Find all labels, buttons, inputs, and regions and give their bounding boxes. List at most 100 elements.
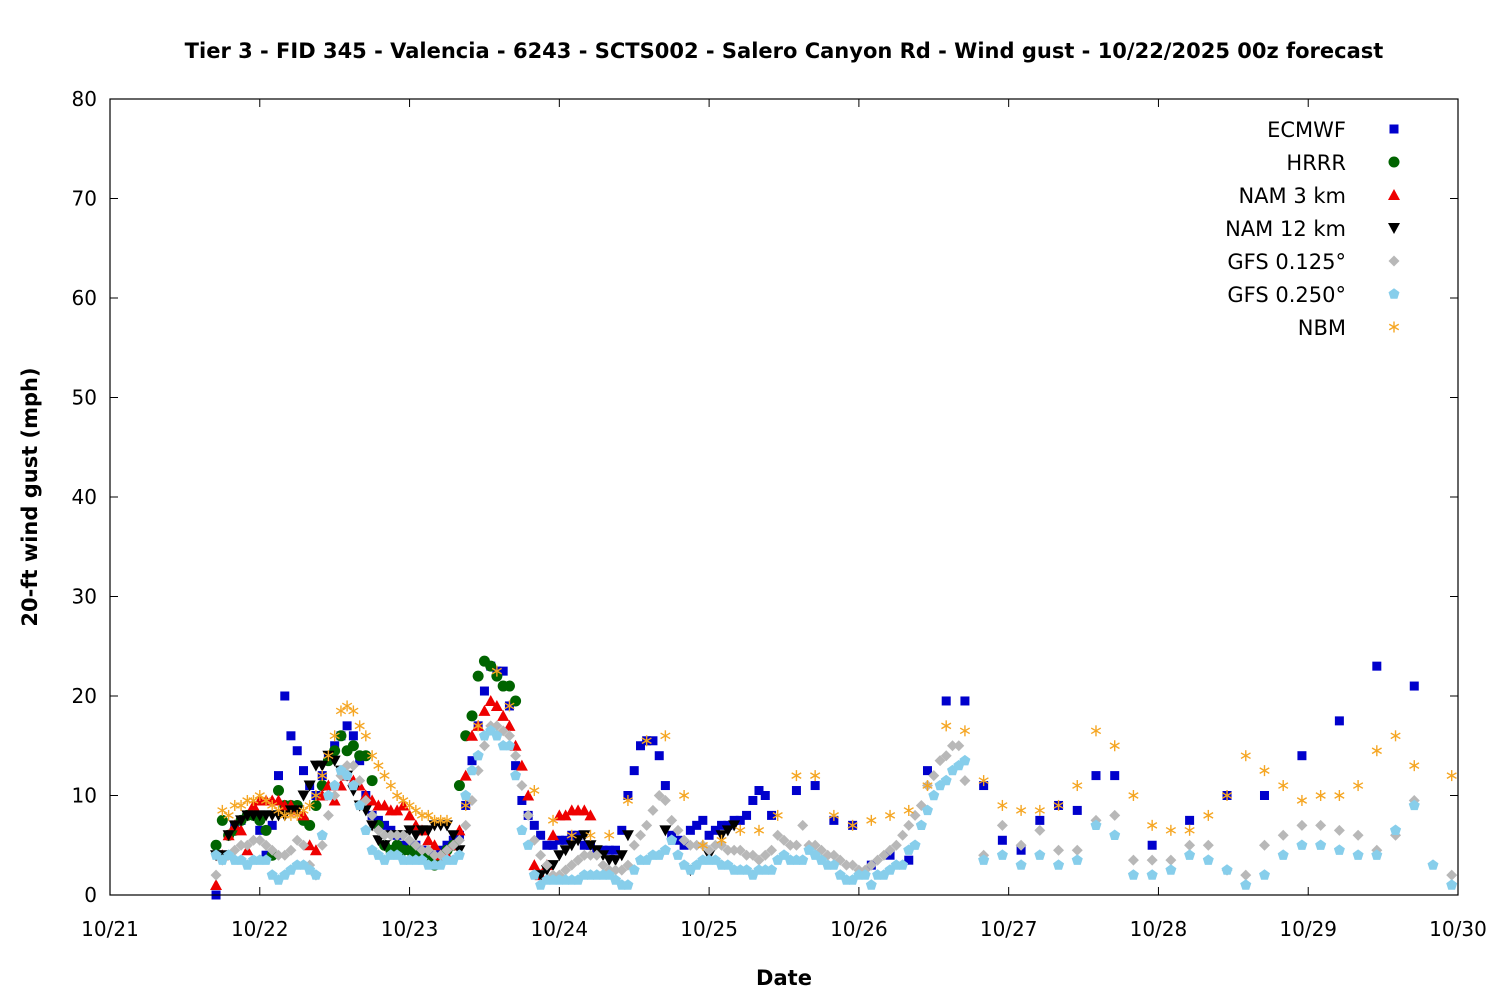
data-point-nbm	[1390, 730, 1401, 742]
data-point-gfs-0-125	[928, 770, 940, 782]
legend-label-hrrr: HRRR	[1286, 151, 1346, 175]
data-point-gfs-0-250	[316, 829, 328, 840]
data-point-nbm	[1371, 745, 1382, 757]
data-point-nbm	[229, 799, 240, 811]
data-point-gfs-0-125	[865, 859, 877, 871]
data-point-gfs-0-250	[865, 879, 877, 890]
data-point-gfs-0-125	[884, 844, 896, 856]
data-point-gfs-0-125	[366, 809, 378, 821]
data-point-nam-3-km	[522, 789, 535, 801]
data-point-nam-3-km	[484, 694, 497, 706]
data-point-gfs-0-250	[516, 824, 528, 835]
data-point-nam-12-km	[615, 850, 628, 862]
data-point-gfs-0-250	[940, 774, 952, 786]
data-point-ecmwf	[498, 666, 508, 676]
y-tick-label: 40	[72, 485, 97, 509]
data-point-gfs-0-250	[978, 854, 990, 865]
data-point-gfs-0-125	[1165, 854, 1177, 866]
data-point-nbm	[1221, 790, 1233, 801]
data-point-nbm	[1203, 809, 1214, 821]
data-point-nbm	[398, 794, 409, 806]
data-point-nbm	[997, 799, 1008, 811]
data-point-nbm	[248, 794, 259, 806]
data-point-gfs-0-125	[684, 839, 696, 851]
data-point-nam-3-km	[515, 759, 528, 771]
data-point-gfs-0-125	[291, 834, 303, 846]
data-point-gfs-0-125	[1277, 829, 1289, 841]
data-point-ecmwf	[904, 855, 914, 865]
data-point-nbm	[547, 814, 559, 826]
data-point-gfs-0-250	[1240, 879, 1252, 890]
data-point-ecmwf	[255, 825, 265, 835]
data-point-ecmwf	[791, 786, 801, 796]
data-point-nbm	[1034, 804, 1045, 816]
data-point-gfs-0-125	[747, 849, 759, 861]
data-point-gfs-0-125	[940, 750, 952, 762]
data-point-nam-12-km	[584, 840, 597, 852]
data-point-nbm	[1240, 750, 1251, 762]
data-point-gfs-0-250	[322, 789, 334, 801]
data-point-gfs-0-250	[959, 754, 971, 766]
data-point-gfs-0-125	[1352, 829, 1364, 841]
data-point-nbm	[978, 775, 989, 787]
data-point-gfs-0-125	[572, 854, 584, 866]
data-point-nbm	[1147, 819, 1158, 831]
data-point-ecmwf	[710, 825, 720, 835]
data-point-nam-12-km	[409, 830, 422, 842]
x-axis: 10/21 10/22 10/23 10/24 10/25 10/26 10/27 10/28…	[81, 99, 1487, 941]
data-point-nam-12-km	[422, 825, 435, 837]
data-point-nam-12-km	[235, 815, 248, 827]
data-point-gfs-0-125	[1127, 854, 1139, 866]
data-point-gfs-0-125	[1053, 844, 1065, 856]
data-point-ecmwf	[1409, 681, 1419, 691]
data-point-ecmwf	[704, 830, 714, 840]
data-point-nbm	[348, 705, 359, 717]
data-point-gfs-0-125	[266, 844, 278, 856]
data-point-nbm	[884, 809, 896, 821]
data-point-gfs-0-125	[404, 834, 416, 846]
data-point-gfs-0-125	[1333, 824, 1345, 836]
data-point-gfs-0-125	[666, 814, 678, 826]
data-point-gfs-0-125	[641, 819, 653, 831]
data-point-ecmwf	[673, 835, 683, 845]
data-point-gfs-0-125	[591, 849, 603, 861]
data-point-nam-3-km	[366, 794, 379, 806]
data-point-ecmwf	[1110, 771, 1120, 781]
data-point-ecmwf	[717, 820, 727, 830]
legend-label-gfs-0-250: GFS 0.250°	[1227, 283, 1346, 307]
legend-marker-hrrr	[1388, 156, 1400, 168]
data-point-gfs-0-125	[241, 839, 253, 851]
data-point-nam-12-km	[403, 825, 416, 837]
legend-label-nam-12-km: NAM 12 km	[1225, 217, 1346, 241]
x-tick-label: 10/24	[531, 917, 589, 941]
data-point-nam-3-km	[490, 699, 503, 711]
data-point-ecmwf	[760, 791, 770, 800]
data-point-gfs-0-125	[890, 839, 902, 851]
data-point-gfs-0-125	[279, 849, 291, 861]
data-point-gfs-0-125	[797, 819, 809, 831]
y-tick-label: 80	[72, 87, 97, 111]
legend-marker-nbm	[1388, 321, 1400, 333]
data-point-nbm	[941, 720, 952, 732]
data-point-gfs-0-250	[922, 804, 933, 816]
data-point-gfs-0-125	[516, 780, 528, 792]
data-point-gfs-0-125	[422, 844, 434, 856]
data-point-gfs-0-250	[341, 769, 353, 781]
data-point-gfs-0-125	[566, 859, 578, 871]
data-point-gfs-0-125	[273, 849, 284, 861]
x-axis-label: Date	[756, 966, 812, 990]
legend-marker-nam-12-km	[1388, 223, 1400, 234]
data-point-hrrr	[273, 785, 284, 797]
data-point-nbm	[335, 705, 347, 717]
data-point-nbm	[298, 804, 309, 816]
legend-label-nbm: NBM	[1298, 316, 1346, 340]
plot-markers	[210, 655, 1458, 900]
data-point-hrrr	[503, 680, 515, 692]
legend-marker-nam-3-km	[1388, 189, 1400, 200]
data-point-ecmwf	[1372, 661, 1382, 671]
data-point-gfs-0-125	[678, 834, 690, 846]
data-point-gfs-0-250	[1146, 869, 1158, 880]
data-point-nbm	[1072, 780, 1083, 792]
data-point-gfs-0-250	[1296, 839, 1308, 850]
data-point-nbm	[260, 794, 272, 806]
